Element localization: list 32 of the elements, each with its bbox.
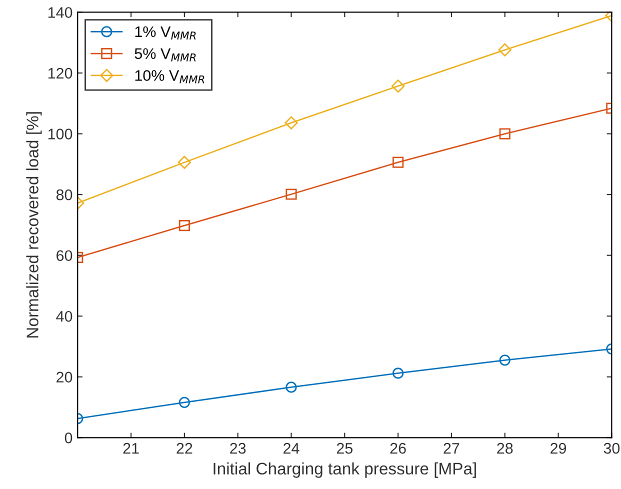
point bbox=[392, 156, 404, 168]
y-tick-label: 60 bbox=[56, 250, 72, 262]
x-tick-label: 25 bbox=[336, 442, 353, 454]
y-tick-label: 140 bbox=[48, 7, 72, 18]
point bbox=[392, 368, 404, 379]
x-tick-label: 30 bbox=[604, 442, 620, 454]
y-tick-label: 40 bbox=[56, 310, 72, 322]
point bbox=[286, 382, 297, 393]
legend-label: 1% V$_{MMR}$ bbox=[135, 26, 196, 40]
point bbox=[391, 79, 405, 93]
x-tick-label: 28 bbox=[497, 442, 513, 454]
y-tick-label: 80 bbox=[56, 189, 72, 200]
y-tick-label: 120 bbox=[48, 68, 72, 79]
x-tick-label: 24 bbox=[284, 442, 300, 454]
legend-label: 10% V$_{MMR}$ bbox=[135, 70, 204, 84]
x-tick-label: 26 bbox=[390, 442, 406, 454]
x-tick-label: 22 bbox=[176, 442, 192, 454]
y-axis-title: Normalized recovered load [%] bbox=[26, 112, 42, 338]
point bbox=[286, 188, 297, 200]
point bbox=[284, 116, 298, 130]
point bbox=[498, 43, 512, 56]
point bbox=[499, 354, 510, 366]
x-tick-label: 23 bbox=[230, 442, 246, 454]
y-tick-label: 0 bbox=[64, 432, 72, 444]
x-tick-label: 29 bbox=[550, 442, 566, 454]
x-axis-title: Initial Charging tank pressure [MPa] bbox=[214, 462, 476, 478]
y-tick-label: 20 bbox=[56, 372, 72, 383]
point bbox=[499, 128, 510, 140]
legend-label: 5% V$_{MMR}$ bbox=[134, 48, 196, 62]
x-tick-label: 21 bbox=[123, 442, 139, 454]
x-tick-label: 27 bbox=[444, 442, 460, 454]
y-tick-label: 100 bbox=[48, 128, 72, 140]
